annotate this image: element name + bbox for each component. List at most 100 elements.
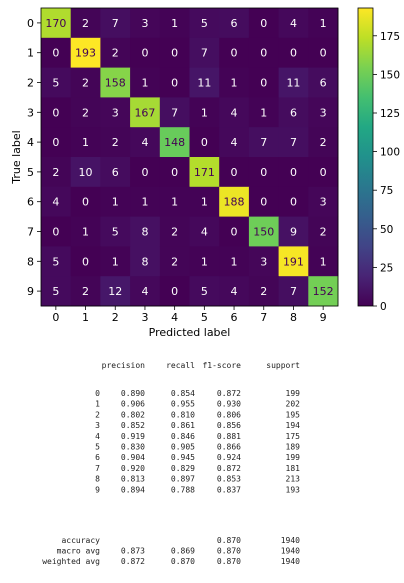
- y-tick-label: 8: [27, 255, 34, 268]
- cell-value-label: 0: [52, 47, 59, 60]
- report-cell: 0.904: [121, 453, 145, 462]
- cell-value-label: 188: [224, 196, 245, 209]
- cell-value-label: 0: [290, 196, 297, 209]
- heatmap-cell-r5-c0: [41, 157, 72, 188]
- heatmap-cell-r2-c7: [248, 67, 279, 98]
- colorbar-tick-label: 50: [380, 224, 393, 236]
- cell-value-label: 0: [290, 47, 297, 60]
- heatmap-cell-r7-c4: [159, 216, 190, 247]
- cell-value-label: 0: [260, 17, 267, 30]
- heatmap-cell-r8-c1: [70, 246, 101, 277]
- report-cell: 0.806: [217, 410, 241, 419]
- cell-value-label: 1: [320, 17, 327, 30]
- heatmap-cell-r1-c0: [41, 37, 72, 68]
- report-summary-cell: 0.870: [217, 536, 241, 545]
- cell-value-label: 0: [320, 47, 327, 60]
- heatmap-cell-r3-c0: [41, 97, 72, 128]
- heatmap-cell-r7-c7: [248, 216, 279, 247]
- y-tick-label: 2: [27, 77, 34, 90]
- cell-value-label: 4: [231, 106, 238, 119]
- cell-value-label: 3: [320, 196, 327, 209]
- x-axis-label: Predicted label: [149, 326, 231, 339]
- colorbar: [357, 7, 374, 307]
- y-tick-label: 9: [27, 285, 34, 298]
- report-cell: 195: [286, 410, 301, 419]
- cell-value-label: 1: [141, 77, 148, 90]
- heatmap-cell-r5-c5: [189, 157, 220, 188]
- heatmap-cell-r5-c9: [308, 157, 339, 188]
- x-axis-ticks: 0 1 2 3 4 5 6 7 8 9: [52, 306, 327, 324]
- cell-value-label: 1: [82, 136, 89, 149]
- cell-value-label: 7: [290, 136, 297, 149]
- x-tick-label: 6: [231, 311, 238, 324]
- cell-value-label: 5: [52, 255, 59, 268]
- cell-value-label: 0: [260, 77, 267, 90]
- report-cell: 0.854: [171, 389, 195, 398]
- cell-value-label: 1: [320, 255, 327, 268]
- cell-value-label: 191: [283, 255, 304, 268]
- x-tick-label: 4: [171, 311, 178, 324]
- cell-value-label: 4: [290, 17, 297, 30]
- heatmap-cell-r6-c1: [70, 186, 101, 217]
- heatmap-cell-labels: 170 2 7 3 1 5 6 0 4 10 193 2 0 0 7 0 0 0 05 2 158 1 0 11 1 0 11 60 2…: [45, 17, 333, 298]
- heatmap-cell-r9-c6: [219, 276, 250, 307]
- colorbar-tick-label: 150: [380, 69, 400, 81]
- cell-value-label: 5: [112, 226, 119, 239]
- heatmap-cell-r7-c0: [41, 216, 72, 247]
- heatmap-cell-r0-c8: [278, 8, 309, 39]
- heatmap-cell-r7-c1: [70, 216, 101, 247]
- cell-value-label: 1: [260, 106, 267, 119]
- y-axis-ticks: 0 1 2 3 4 5 6 7 8 9: [27, 17, 41, 298]
- report-row-label: 2: [95, 410, 100, 419]
- report-cell: 193: [286, 485, 301, 494]
- heatmap-cell-r8-c3: [130, 246, 161, 277]
- cell-value-label: 4: [231, 285, 238, 298]
- report-cell: 0.813: [121, 475, 145, 484]
- cell-value-label: 170: [45, 17, 66, 30]
- report-header-f1-score: f1-score: [202, 361, 241, 370]
- heatmap-cell-r0-c1: [70, 8, 101, 39]
- heatmap-cell-r5-c2: [100, 157, 131, 188]
- cell-value-label: 2: [171, 255, 178, 268]
- heatmap-cell-r9-c7: [248, 276, 279, 307]
- report-cell: 0.810: [171, 410, 195, 419]
- cell-value-label: 0: [260, 47, 267, 60]
- x-tick-label: 0: [52, 311, 59, 324]
- heatmap-cell-r2-c6: [219, 67, 250, 98]
- report-cell: 199: [286, 389, 301, 398]
- cell-value-label: 4: [141, 136, 148, 149]
- heatmap-cell-r9-c3: [130, 276, 161, 307]
- report-cell: 0.930: [217, 400, 241, 409]
- cell-value-label: 1: [201, 106, 208, 119]
- cell-value-label: 0: [171, 285, 178, 298]
- heatmap-cell-r3-c7: [248, 97, 279, 128]
- heatmap-cell-r2-c9: [308, 67, 339, 98]
- heatmap-cell-r7-c9: [308, 216, 339, 247]
- heatmap-cell-r4-c5: [189, 127, 220, 158]
- cell-value-label: 7: [290, 285, 297, 298]
- cell-value-label: 0: [171, 47, 178, 60]
- report-summary-label: accuracy: [61, 536, 100, 545]
- heatmap-cell-r7-c5: [189, 216, 220, 247]
- heatmap-cell-r3-c2: [100, 97, 131, 128]
- colorbar-tick-label: 100: [380, 147, 400, 159]
- heatmap-cell-r1-c6: [219, 37, 250, 68]
- heatmap-cell-r1-c1: [70, 37, 101, 68]
- heatmap-cell-r1-c4: [159, 37, 190, 68]
- heatmap-cell-r2-c4: [159, 67, 190, 98]
- cell-value-label: 8: [141, 255, 148, 268]
- report-summary-cell: 0.869: [171, 547, 195, 556]
- report-cell: 202: [286, 400, 301, 409]
- heatmap-cell-r0-c7: [248, 8, 279, 39]
- report-cell: 0.897: [171, 475, 195, 484]
- heatmap-cell-r2-c2: [100, 67, 131, 98]
- report-cell: 0.920: [121, 464, 145, 473]
- heatmap-cell-r3-c6: [219, 97, 250, 128]
- cell-value-label: 7: [112, 17, 119, 30]
- cell-value-label: 6: [112, 166, 119, 179]
- cell-value-label: 158: [105, 77, 126, 90]
- cell-value-label: 2: [82, 17, 89, 30]
- cell-value-label: 0: [260, 196, 267, 209]
- heatmap-cell-r6-c5: [189, 186, 220, 217]
- heatmap-cell-r3-c3: [130, 97, 161, 128]
